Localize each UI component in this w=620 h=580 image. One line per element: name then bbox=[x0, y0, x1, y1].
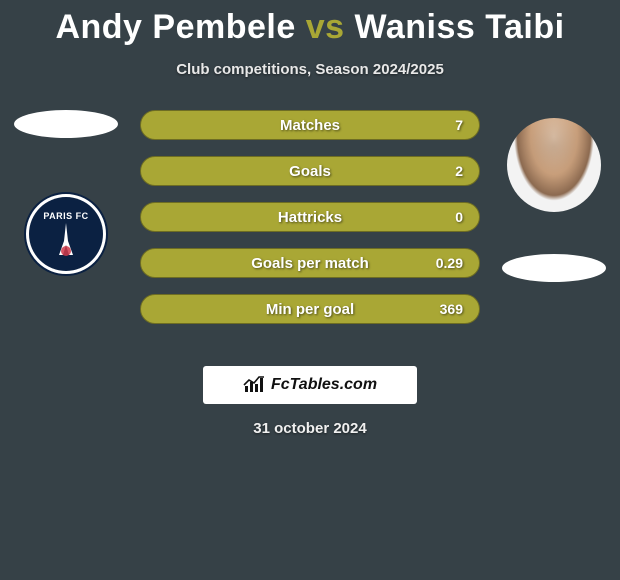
chart-icon bbox=[243, 376, 265, 394]
stat-row-gpm: Goals per match 0.29 bbox=[140, 248, 480, 278]
stat-right-value: 0.29 bbox=[433, 255, 463, 271]
stat-right-value: 7 bbox=[433, 117, 463, 133]
player1-club-badge: PARIS FC bbox=[24, 192, 108, 276]
player2-avatar bbox=[507, 118, 601, 212]
comparison-title: Andy Pembele vs Waniss Taibi bbox=[0, 0, 620, 47]
stat-label: Hattricks bbox=[278, 209, 342, 226]
player1-avatar-placeholder bbox=[14, 110, 118, 138]
vs-separator: vs bbox=[306, 8, 345, 46]
stat-row-hattricks: Hattricks 0 bbox=[140, 202, 480, 232]
player2-column bbox=[494, 110, 614, 282]
subtitle: Club competitions, Season 2024/2025 bbox=[0, 61, 620, 78]
player2-name: Waniss Taibi bbox=[355, 8, 565, 46]
snapshot-date: 31 october 2024 bbox=[0, 420, 620, 437]
stat-row-mpg: Min per goal 369 bbox=[140, 294, 480, 324]
branding-text: FcTables.com bbox=[271, 376, 377, 394]
player1-column: PARIS FC bbox=[6, 110, 126, 276]
stat-label: Goals per match bbox=[251, 255, 369, 272]
club-badge-inner: PARIS FC bbox=[29, 197, 103, 271]
branding-box[interactable]: FcTables.com bbox=[203, 366, 417, 404]
stat-right-value: 0 bbox=[433, 209, 463, 225]
club-name: PARIS FC bbox=[43, 211, 88, 221]
stat-label: Min per goal bbox=[266, 301, 354, 318]
comparison-body: PARIS FC Matches 7 Goals 2 Hattricks 0 bbox=[0, 110, 620, 350]
stat-row-goals: Goals 2 bbox=[140, 156, 480, 186]
stat-row-matches: Matches 7 bbox=[140, 110, 480, 140]
stats-container: Matches 7 Goals 2 Hattricks 0 Goals per … bbox=[140, 110, 480, 324]
stat-label: Matches bbox=[280, 117, 340, 134]
stat-label: Goals bbox=[289, 163, 331, 180]
player2-club-placeholder bbox=[502, 254, 606, 282]
stat-right-value: 369 bbox=[433, 301, 463, 317]
player1-name: Andy Pembele bbox=[55, 8, 295, 46]
stat-right-value: 2 bbox=[433, 163, 463, 179]
eiffel-icon bbox=[51, 221, 81, 257]
